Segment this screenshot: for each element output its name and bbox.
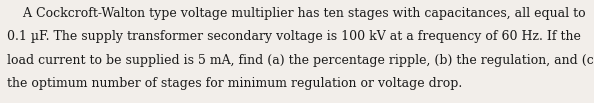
Text: A Cockcroft-Walton type voltage multiplier has ten stages with capacitances, all: A Cockcroft-Walton type voltage multipli…: [7, 7, 586, 20]
Text: the optimum number of stages for minimum regulation or voltage drop.: the optimum number of stages for minimum…: [7, 77, 462, 90]
Text: load current to be supplied is 5 mA, find (a) the percentage ripple, (b) the reg: load current to be supplied is 5 mA, fin…: [7, 54, 594, 67]
Text: 0.1 µF. The supply transformer secondary voltage is 100 kV at a frequency of 60 : 0.1 µF. The supply transformer secondary…: [7, 30, 581, 43]
